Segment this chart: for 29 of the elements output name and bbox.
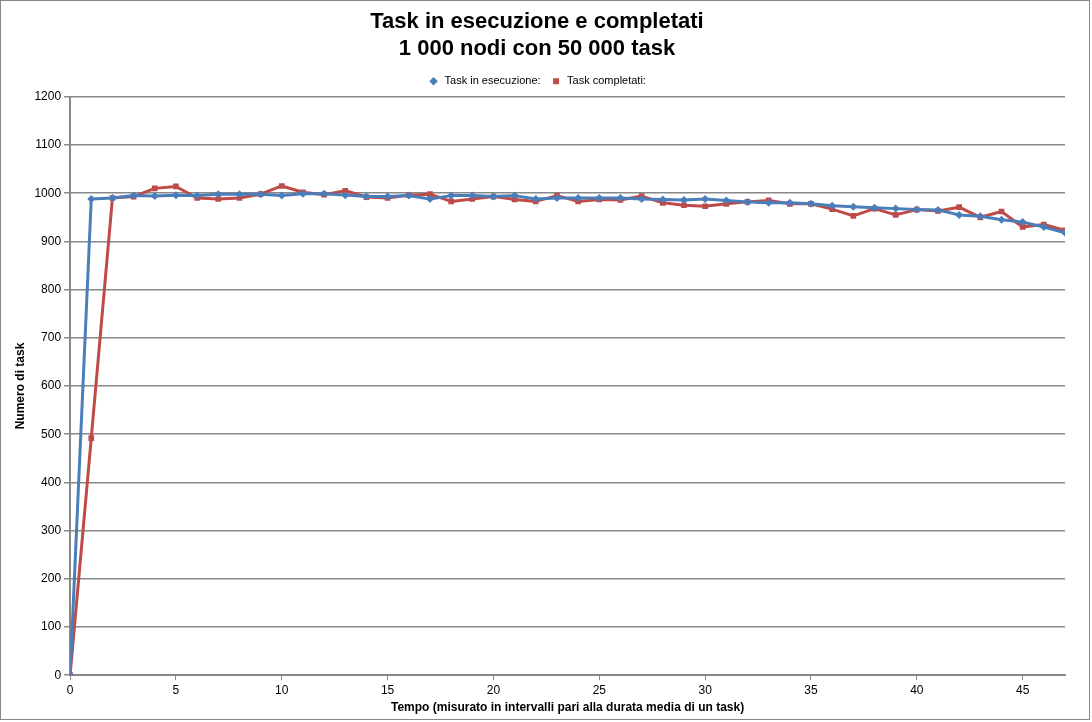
y-tick-label: 300: [41, 522, 62, 537]
y-tick-label: 900: [41, 233, 62, 248]
text: 1 000 nodi con 50 000 task: [398, 34, 676, 60]
y-tick-label: 700: [41, 330, 62, 345]
y-tick-label: 800: [41, 281, 62, 296]
x-tick-label: 30: [698, 682, 713, 697]
y-axis-title: Numero di task: [12, 342, 27, 430]
legend-label: Task in esecuzione:: [444, 74, 541, 87]
x-tick-label: 0: [66, 682, 74, 697]
x-tick-label: 45: [1015, 682, 1030, 697]
y-tick-label: 1100: [35, 137, 62, 152]
y-tick-label: 500: [41, 426, 62, 441]
x-tick-label: 15: [380, 682, 395, 697]
x-tick-label: 20: [486, 682, 501, 697]
text: Task in esecuzione e completati: [370, 8, 704, 34]
y-tick-label: 600: [41, 378, 62, 393]
y-tick-label: 100: [41, 619, 62, 634]
x-tick-label: 40: [910, 682, 924, 697]
y-tick-label: 200: [41, 571, 62, 586]
y-tick-label: 400: [41, 474, 62, 489]
x-tick-label: 5: [172, 682, 180, 697]
legend-label: Task completati:: [567, 74, 646, 87]
y-tick-label: 1200: [34, 89, 62, 104]
x-tick-label: 25: [592, 682, 607, 697]
x-tick-label: 35: [804, 682, 818, 697]
x-tick-label: 10: [275, 682, 289, 697]
x-axis-title: Tempo (misurato in intervalli pari alla durata media di un task): [390, 700, 745, 715]
y-tick-label: 1000: [34, 185, 62, 200]
y-tick-label: 0: [54, 667, 62, 682]
